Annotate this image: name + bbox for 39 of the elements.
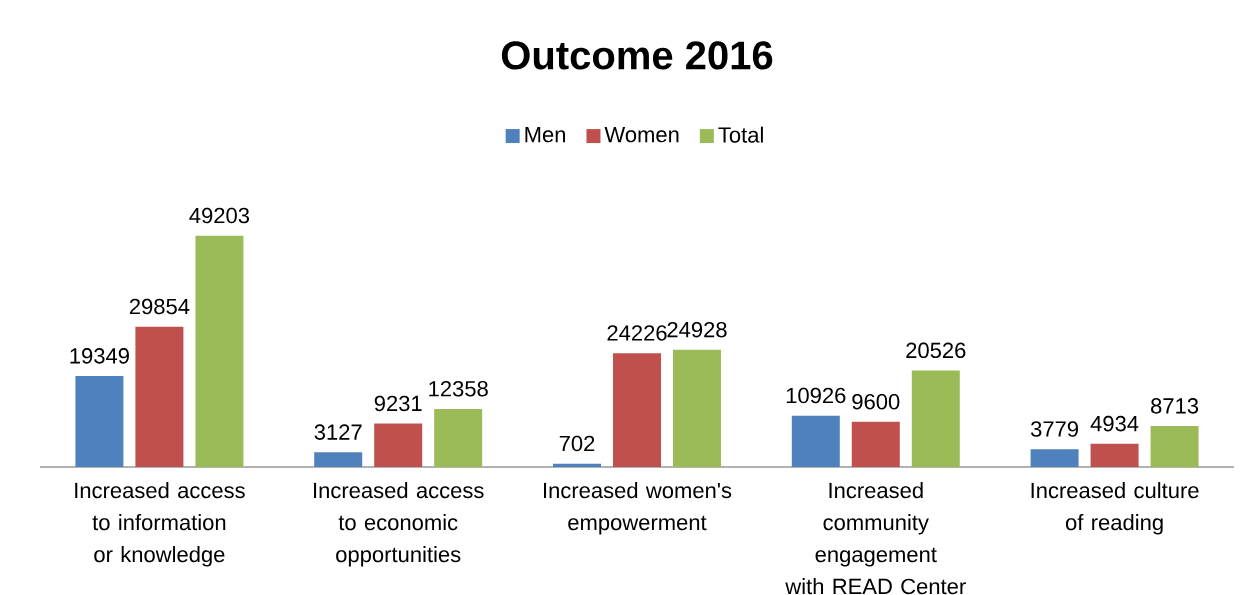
bar — [434, 408, 483, 467]
bar — [314, 452, 363, 467]
x-tick-label: Increased culture of reading — [1031, 482, 1199, 535]
data-label: 19349 — [70, 348, 129, 364]
data-label: 3779 — [1030, 421, 1079, 437]
data-label: 49203 — [189, 207, 250, 224]
bar — [911, 370, 960, 467]
bar — [851, 421, 900, 467]
bar — [1030, 449, 1079, 467]
data-label: 10926 — [786, 387, 846, 404]
bar — [1090, 443, 1139, 467]
chart-title: Outcome 2016 — [501, 41, 773, 70]
data-label: 8713 — [1151, 398, 1199, 414]
x-tick-label: Increased community engagement with READ Center — [785, 482, 966, 595]
bar — [135, 326, 184, 467]
bar — [672, 349, 721, 467]
bar — [374, 423, 423, 467]
x-tick-label: Increased access to information or knowledge — [75, 482, 245, 567]
data-label: 4934 — [1090, 415, 1139, 432]
data-label: 24928 — [667, 321, 727, 338]
bar — [613, 353, 661, 467]
data-label: 3127 — [314, 424, 362, 440]
x-tick-label: Increased women's empowerment — [544, 482, 732, 535]
legend-label: Women — [604, 127, 679, 143]
legend-label: Total — [718, 126, 763, 143]
x-tick-label: Increased access to economic opportunities — [314, 482, 484, 567]
bar — [195, 235, 244, 467]
data-label: 20526 — [906, 342, 966, 359]
data-label: 29854 — [129, 298, 190, 315]
data-label: 12358 — [429, 380, 488, 397]
bar — [791, 415, 840, 467]
data-label: 9231 — [374, 395, 422, 412]
data-label: 24226 — [607, 325, 667, 341]
data-label: 702 — [559, 435, 595, 452]
bar — [552, 463, 601, 467]
bar — [1150, 426, 1199, 467]
data-label: 9600 — [852, 393, 900, 410]
legend-label: Men — [525, 127, 566, 143]
bar — [75, 376, 124, 467]
